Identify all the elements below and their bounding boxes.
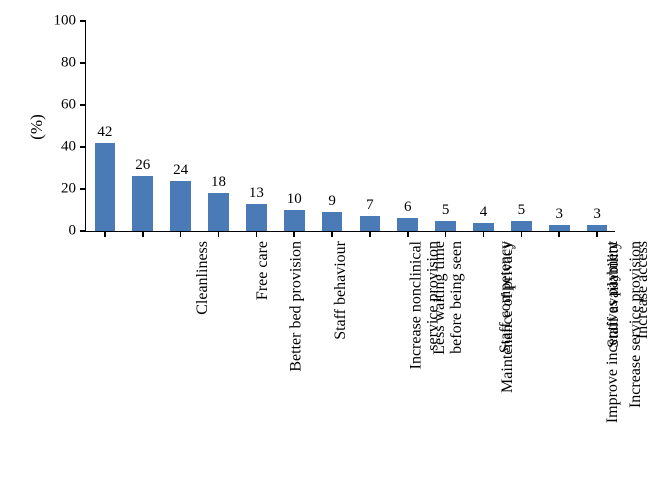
bar: 42 <box>95 143 116 231</box>
bar-value-label: 4 <box>480 204 488 223</box>
bar-value-label: 18 <box>211 174 226 193</box>
y-axis-label: (%) <box>27 114 47 139</box>
x-tick-mark <box>180 231 182 237</box>
y-tick-label: 100 <box>54 13 87 30</box>
y-tick-label: 40 <box>61 139 86 156</box>
x-tick-label: Free care <box>255 231 272 300</box>
x-tick-mark <box>483 231 485 237</box>
bar-value-label: 26 <box>135 157 150 176</box>
x-tick-label: Staff competency <box>498 231 515 353</box>
bar: 9 <box>322 212 343 231</box>
bar: 4 <box>473 223 494 231</box>
bar-value-label: 7 <box>366 197 374 216</box>
plot-area: 02040608010042Cleanliness26Better bed pr… <box>85 22 615 232</box>
bar-value-label: 42 <box>97 124 112 143</box>
bar: 18 <box>208 193 229 231</box>
x-tick-label: Staff availability <box>606 231 623 348</box>
x-tick-mark <box>142 231 144 237</box>
x-tick-mark <box>407 231 409 237</box>
x-tick-label: Cleanliness <box>194 231 211 315</box>
bar: 10 <box>284 210 305 231</box>
bar-chart: 0 20 40 60 80 100 42 Cleanliness 26 Better bed pr… <box>0 0 653 500</box>
bar-value-label: 3 <box>593 206 601 225</box>
y-tick-label: 60 <box>61 97 86 114</box>
x-tick-label: Staff behaviour <box>333 231 350 340</box>
x-tick-label: Better bed provision <box>289 231 306 372</box>
bar-value-label: 24 <box>173 162 188 181</box>
bar-value-label: 10 <box>287 191 302 210</box>
x-tick-mark <box>521 231 523 237</box>
bar-value-label: 3 <box>555 206 563 225</box>
bar-value-label: 5 <box>442 202 450 221</box>
bar: 7 <box>360 216 381 231</box>
y-tick-label: 0 <box>69 223 87 240</box>
x-tick-mark <box>369 231 371 237</box>
bar: 6 <box>397 218 418 231</box>
bar: 13 <box>246 204 267 231</box>
bar: 24 <box>170 181 191 231</box>
bar-value-label: 6 <box>404 199 412 218</box>
x-tick-label: Less waiting timebefore being seen <box>432 231 466 355</box>
x-tick-mark <box>293 231 295 237</box>
x-tick-mark <box>596 231 598 237</box>
bar-value-label: 5 <box>518 202 526 221</box>
bar-value-label: 13 <box>249 185 264 204</box>
x-tick-mark <box>445 231 447 237</box>
y-tick-label: 20 <box>61 181 86 198</box>
bar: 5 <box>435 221 456 232</box>
x-tick-mark <box>218 231 220 237</box>
bar-value-label: 9 <box>328 193 336 212</box>
x-tick-mark <box>104 231 106 237</box>
y-tick-label: 80 <box>61 55 86 72</box>
x-tick-mark <box>558 231 560 237</box>
bar: 26 <box>132 176 153 231</box>
bar: 5 <box>511 221 532 232</box>
x-tick-mark <box>331 231 333 237</box>
x-tick-label: Increase access <box>635 231 652 339</box>
x-tick-mark <box>256 231 258 237</box>
